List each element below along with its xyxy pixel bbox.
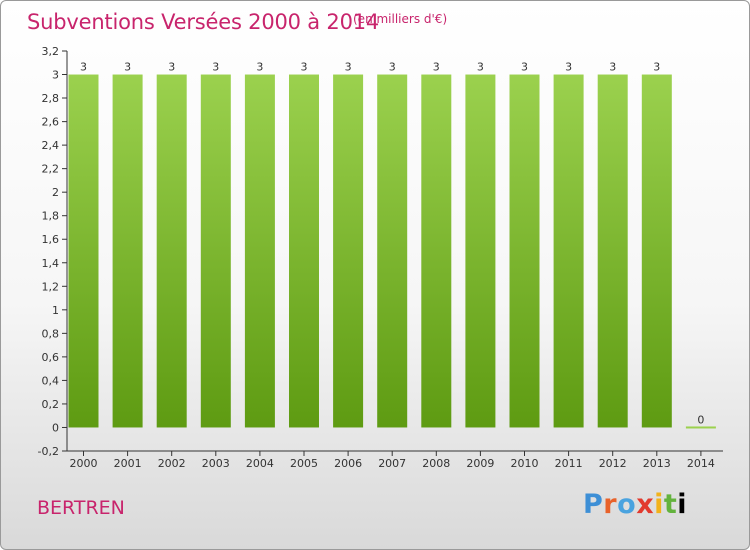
bar-value-label: 3 <box>477 61 484 74</box>
data-labels: 3 3 3 3 3 3 3 3 3 3 3 3 3 3 0 <box>80 61 704 427</box>
bar-value-label: 3 <box>389 61 396 74</box>
x-tick-label: 2011 <box>555 457 583 470</box>
x-tick-label: 2013 <box>643 457 671 470</box>
chart-title: Subventions Versées 2000 à 2014 <box>27 10 380 34</box>
y-tick-label: 1,8 <box>42 210 60 223</box>
x-tick-label: 2002 <box>158 457 186 470</box>
y-tick-label: -0,2 <box>38 445 59 458</box>
x-axis: 2000 2001 2002 2003 2004 2005 2006 2007 2008 2009… <box>67 450 723 470</box>
bar-value-label: 3 <box>609 61 616 74</box>
x-tick-label: 2012 <box>599 457 627 470</box>
x-tick-label: 2001 <box>114 457 142 470</box>
bar-value-label: 3 <box>256 61 263 74</box>
x-tick-label: 2008 <box>422 457 450 470</box>
x-tick-label: 2014 <box>687 457 715 470</box>
logo-letter: t <box>663 489 678 520</box>
bar <box>68 74 99 428</box>
bar-value-label: 0 <box>697 413 704 426</box>
bar-value-label: 3 <box>212 61 219 74</box>
bars <box>68 74 716 429</box>
bar <box>200 74 231 428</box>
y-tick-label: 2,8 <box>42 92 60 105</box>
y-tick-label: 0,8 <box>42 327 60 340</box>
bar <box>112 74 143 428</box>
y-tick-label: 2,2 <box>42 163 60 176</box>
y-tick-label: 3 <box>52 69 59 82</box>
x-tick-label: 2009 <box>466 457 494 470</box>
logo-letter: o <box>617 489 637 520</box>
bar-value-label: 3 <box>80 61 87 74</box>
bar-value-label: 3 <box>653 61 660 74</box>
bar-value-label: 3 <box>433 61 440 74</box>
x-tick-label: 2006 <box>334 457 362 470</box>
y-tick-label: 1,2 <box>42 280 60 293</box>
bar-value-label: 3 <box>301 61 308 74</box>
bar <box>685 426 716 429</box>
bar <box>641 74 672 428</box>
bar-value-label: 3 <box>565 61 572 74</box>
y-tick-label: 0 <box>52 421 59 434</box>
logo-letter: P <box>583 489 604 520</box>
y-tick-label: 0,2 <box>42 398 60 411</box>
y-tick-label: 1 <box>52 304 59 317</box>
bar <box>289 74 319 428</box>
bar <box>553 74 584 428</box>
bar-value-label: 3 <box>168 61 175 74</box>
logo-letter: x <box>636 489 655 520</box>
bar <box>509 74 540 428</box>
y-tick-label: 2 <box>52 186 59 199</box>
x-tick-label: 2005 <box>290 457 318 470</box>
y-tick-label: 0,6 <box>42 351 60 364</box>
x-tick-label: 2003 <box>202 457 230 470</box>
logo-letter: i <box>654 489 664 520</box>
bar <box>377 74 408 428</box>
y-tick-label: 2,6 <box>42 116 60 129</box>
y-tick-label: 2,4 <box>42 139 60 152</box>
bar-value-label: 3 <box>124 61 131 74</box>
bar-value-label: 3 <box>521 61 528 74</box>
x-tick-label: 2010 <box>511 457 539 470</box>
x-tick-label: 2004 <box>246 457 274 470</box>
bar <box>333 74 364 428</box>
y-tick-label: 1,4 <box>42 257 60 270</box>
y-tick-label: 3,2 <box>42 45 60 58</box>
bar <box>156 74 187 428</box>
proxiti-logo[interactable]: Proxiti <box>583 489 687 520</box>
commune-name: BERTREN <box>37 497 125 519</box>
x-tick-label: 2000 <box>70 457 98 470</box>
unit-note: (en milliers d'€) <box>353 12 448 26</box>
y-axis: -0,2 0 0,2 0,4 0,6 0,8 1 1,2 1,4 1,6 1,8 2 2,2 2,4 2,6… <box>38 45 68 458</box>
bar <box>244 74 275 428</box>
bar <box>421 74 452 428</box>
y-tick-label: 0,4 <box>42 374 60 387</box>
y-tick-label: 1,6 <box>42 233 60 246</box>
bar <box>465 74 496 428</box>
bar <box>597 74 628 428</box>
bar-value-label: 3 <box>345 61 352 74</box>
logo-letter: i <box>677 489 688 520</box>
x-tick-label: 2007 <box>378 457 406 470</box>
logo-letter: r <box>603 489 618 520</box>
